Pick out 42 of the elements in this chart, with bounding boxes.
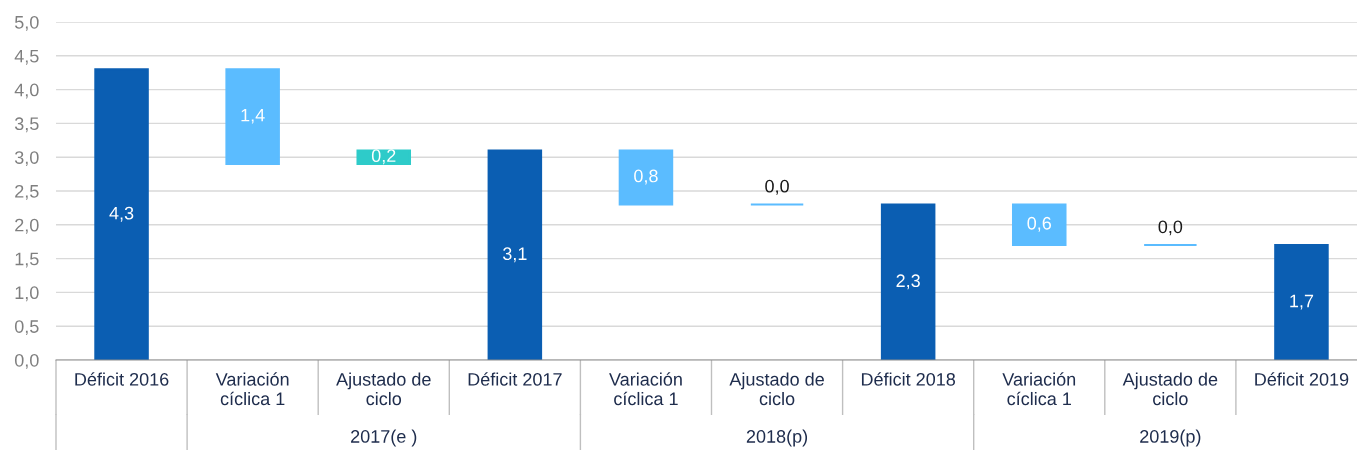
y-tick-label: 2,0 bbox=[15, 218, 39, 234]
bar bbox=[225, 68, 280, 165]
bar bbox=[356, 149, 412, 165]
data-label: 2,3 bbox=[896, 274, 920, 290]
x-tick-label: Ajustado de ciclo bbox=[1122, 372, 1218, 406]
data-label: 0,8 bbox=[634, 169, 658, 185]
data-label: 0,0 bbox=[765, 179, 789, 195]
y-tick-label: 4,0 bbox=[14, 83, 39, 99]
y-tick-label: 1,0 bbox=[15, 286, 39, 302]
data-label: 3,1 bbox=[502, 247, 527, 263]
x-tick-label: Déficit 2016 bbox=[75, 372, 169, 386]
y-tick-label: 1,5 bbox=[15, 252, 39, 268]
y-tick-label: 4,5 bbox=[14, 49, 39, 65]
y-tick-label: 0,5 bbox=[14, 320, 39, 336]
data-label: 0,6 bbox=[1027, 216, 1052, 232]
text: 2018(p) bbox=[746, 429, 808, 447]
y-tick-label: 5,0 bbox=[14, 15, 39, 31]
text: 2019(p) bbox=[1140, 429, 1201, 447]
x-tick-label: Déficit 2017 bbox=[468, 372, 562, 386]
x-tick-label: Déficit 2018 bbox=[861, 372, 956, 386]
y-tick-label: 0,0 bbox=[14, 353, 39, 369]
data-label: 4,3 bbox=[109, 206, 134, 222]
bar bbox=[1274, 244, 1329, 360]
x-tick-label: Déficit 2019 bbox=[1255, 372, 1349, 386]
x-tick-label: Ajustado de ciclo bbox=[729, 372, 824, 406]
bar bbox=[618, 149, 674, 206]
bar bbox=[1011, 203, 1067, 247]
y-tick-label: 2,5 bbox=[15, 184, 39, 200]
x-tick-label: Variación cíclica 1 bbox=[215, 372, 289, 406]
data-label: 0,0 bbox=[1158, 220, 1183, 236]
x-tick-label: Variación cíclica 1 bbox=[1002, 372, 1076, 406]
y-tick-label: 3,0 bbox=[14, 151, 39, 167]
data-label: 0,2 bbox=[371, 149, 396, 165]
bar bbox=[94, 68, 149, 360]
data-label: 1,7 bbox=[1290, 294, 1314, 310]
text: 2017(e ) bbox=[351, 429, 417, 447]
data-label: 1,4 bbox=[241, 108, 265, 124]
bar bbox=[487, 149, 543, 360]
y-tick-label: 3,5 bbox=[14, 117, 39, 133]
bar bbox=[880, 203, 936, 360]
x-tick-label: Ajustado de ciclo bbox=[336, 372, 431, 406]
x-tick-label: Variación cíclica 1 bbox=[609, 372, 682, 406]
